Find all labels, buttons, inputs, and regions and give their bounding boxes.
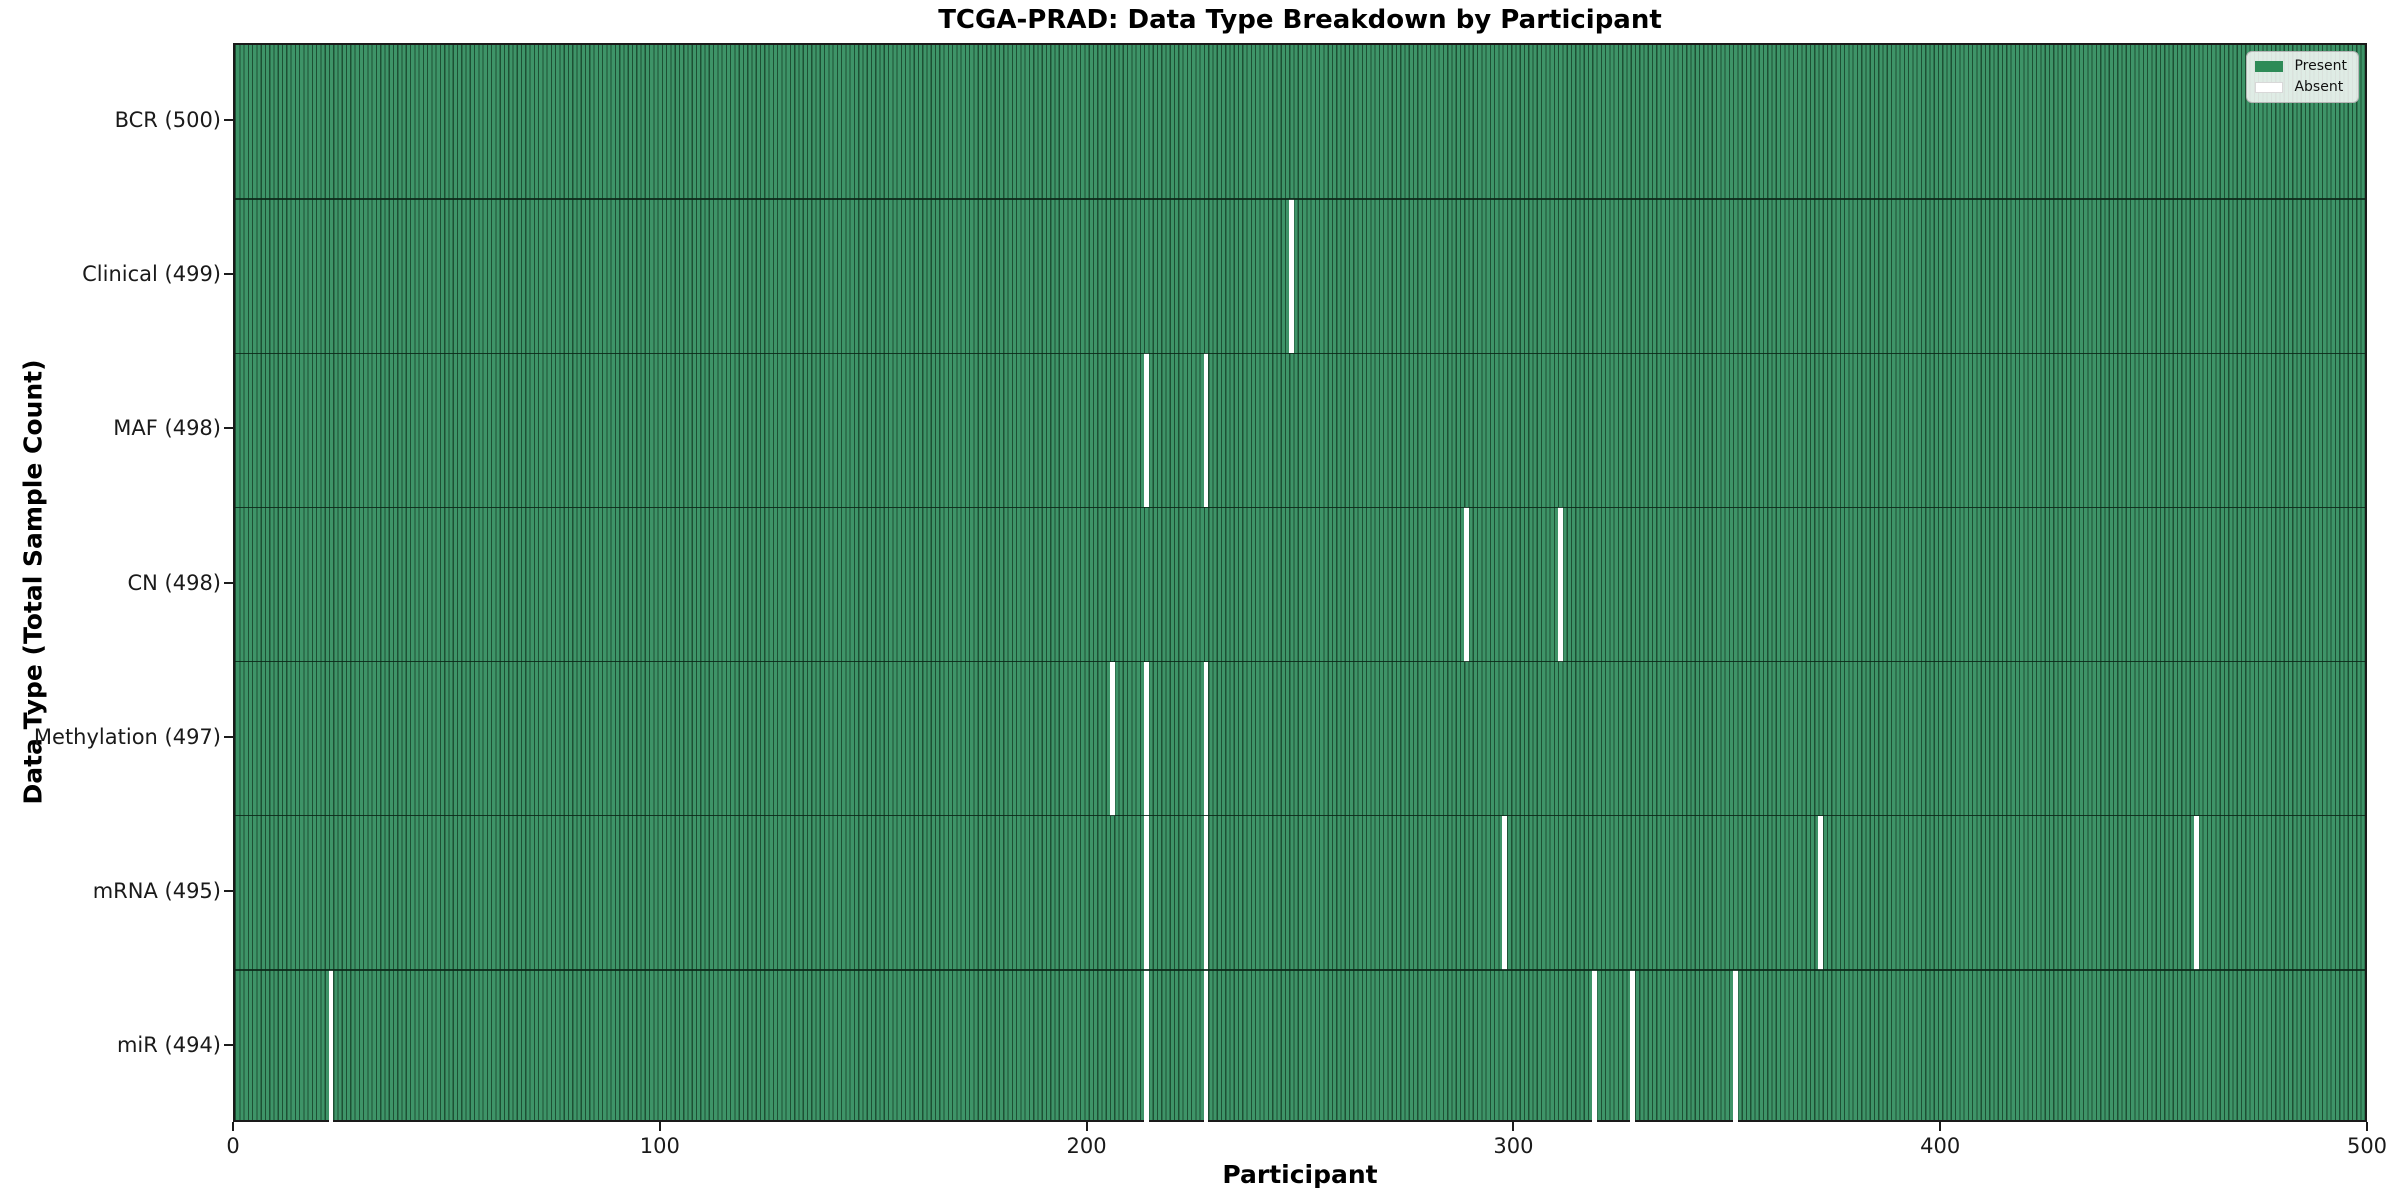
xtick-label: 200 [1066, 1134, 1107, 1158]
xtick-mark [1085, 1122, 1088, 1131]
row-separator [235, 814, 2365, 817]
absent-bar [1630, 969, 1636, 1124]
xtick-label: 100 [639, 1134, 680, 1158]
absent-bar [1203, 969, 1209, 1124]
xtick-label: 400 [1920, 1134, 1961, 1158]
xtick-label: 500 [2346, 1134, 2388, 1158]
row-separator [235, 969, 2365, 971]
ytick-label: Clinical (499) [82, 262, 221, 287]
xtick-mark [658, 1122, 661, 1131]
absent-bar [1143, 969, 1149, 1124]
ytick-label: BCR (500) [114, 108, 221, 133]
legend-present-label: Present [2294, 58, 2347, 74]
legend: Present Absent [2246, 51, 2359, 103]
absent-bar [1203, 353, 1209, 508]
ytick-mark [224, 889, 233, 892]
ytick-label: MAF (498) [113, 416, 221, 441]
legend-absent-swatch [2255, 81, 2284, 93]
legend-present-swatch [2255, 60, 2284, 72]
ytick-mark [224, 119, 233, 122]
ytick-mark [224, 1043, 233, 1046]
xtick-label: 300 [1493, 1134, 1534, 1158]
absent-bar [1502, 815, 1508, 970]
absent-bar [1732, 969, 1738, 1124]
absent-bar [1203, 815, 1209, 970]
row-separator [235, 198, 2365, 200]
absent-bar [328, 969, 334, 1124]
legend-absent-label: Absent [2294, 79, 2344, 95]
xtick-mark [1939, 1122, 1942, 1131]
absent-bar [2193, 815, 2199, 970]
absent-bar [1818, 815, 1823, 970]
row-separator [235, 660, 2365, 663]
xtick-mark [1512, 1122, 1515, 1131]
row-separator [235, 352, 2365, 355]
absent-bar [1463, 507, 1469, 662]
legend-entry-absent: Absent [2255, 80, 2347, 94]
ytick-mark [224, 273, 233, 276]
absent-bar [1557, 507, 1563, 662]
xtick-label: 0 [226, 1134, 240, 1158]
xtick-mark [2366, 1122, 2368, 1131]
absent-bar [1203, 661, 1209, 816]
absent-bar [1288, 199, 1294, 354]
ytick-mark [224, 735, 233, 738]
absent-bar [1143, 815, 1149, 970]
absent-bar [1143, 661, 1149, 816]
ytick-label: Methylation (497) [33, 724, 221, 749]
row-separator [235, 506, 2365, 509]
x-axis-label: Participant [1222, 1160, 1378, 1189]
xtick-mark [232, 1122, 234, 1131]
ytick-label: CN (498) [127, 570, 221, 595]
ytick-mark [224, 581, 233, 584]
plot-area: Present Absent [233, 43, 2367, 1124]
ytick-label: mRNA (495) [92, 878, 221, 903]
ytick-label: miR (494) [116, 1032, 221, 1057]
absent-bar [1143, 353, 1149, 508]
legend-entry-present: Present [2255, 59, 2347, 73]
absent-bar [1592, 969, 1597, 1124]
chart-title: TCGA-PRAD: Data Type Breakdown by Partic… [938, 5, 1662, 35]
absent-bar [1109, 661, 1115, 816]
ytick-mark [224, 427, 233, 430]
